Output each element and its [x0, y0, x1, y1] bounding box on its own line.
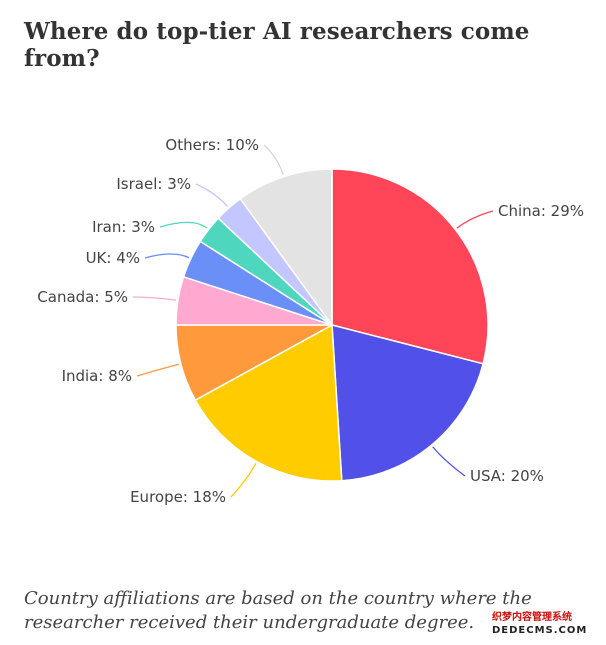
slice-label-canada: Canada: 5% [37, 288, 128, 306]
slice-label-uk: UK: 4% [86, 249, 140, 267]
leader-line-europe [230, 463, 257, 498]
pie-slice-others [239, 168, 333, 328]
chart-title: Where do top-tier AI researchers come fr… [24, 18, 530, 72]
slice-label-iran: Iran: 3% [92, 218, 155, 236]
slice-label-india: India: 8% [62, 367, 132, 385]
pie-slice-europe [194, 323, 343, 482]
slice-labels: China: 29% USA: 20% Europe: 18% India: 8% Ca… [37, 136, 584, 506]
label-leader-lines [132, 144, 494, 498]
leader-line-usa [432, 446, 466, 477]
watermark-line1: 织梦内容管理系统 [492, 612, 572, 623]
slice-label-china: China: 29% [498, 202, 584, 220]
leader-line-iran [159, 221, 208, 229]
slice-label-usa: USA: 20% [470, 467, 544, 485]
leader-line-others [263, 144, 284, 175]
pie-chart: China: 29% USA: 20% Europe: 18% India: 8% Ca… [37, 136, 584, 506]
watermark-logo: 织梦内容管理系统 DEDECMS.COM [492, 611, 600, 639]
leader-line-india [136, 363, 180, 377]
watermark-line2: DEDECMS.COM [492, 625, 588, 636]
pie-slice-china [331, 168, 489, 365]
leader-line-canada [132, 296, 177, 301]
slice-label-others: Others: 10% [165, 136, 259, 154]
pie-slice-usa [331, 324, 485, 482]
pie-slices [175, 168, 489, 482]
leader-line-israel [195, 183, 229, 207]
leader-line-china [456, 210, 494, 229]
leader-line-uk [144, 253, 190, 259]
slice-label-europe: Europe: 18% [130, 488, 226, 506]
slice-label-israel: Israel: 3% [116, 175, 191, 193]
footnote: Country affiliations are based on the co… [24, 588, 532, 633]
